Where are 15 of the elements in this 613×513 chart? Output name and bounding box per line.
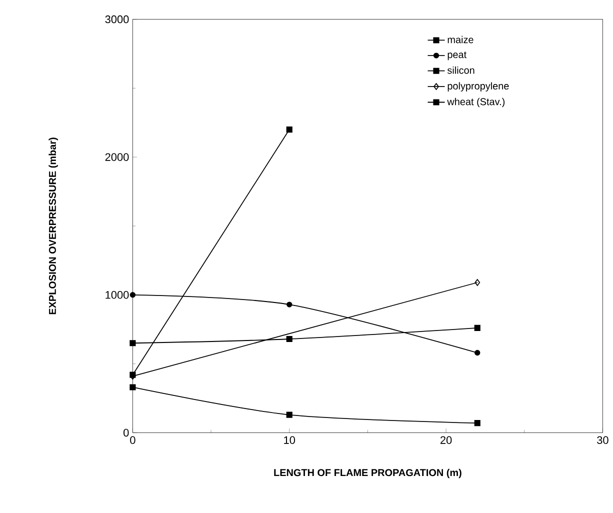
y-tick-label: 3000 [105, 15, 129, 24]
legend-label: silicon [447, 66, 474, 74]
y-tick-label: 0 [124, 428, 129, 437]
legend-label: maize [448, 36, 474, 44]
legend-label: wheat (Stav.) [447, 98, 505, 108]
x-tick-label: 0 [130, 436, 136, 444]
y-axis-title: EXPLOSION OVERPRESSURE (mbar) [48, 138, 58, 314]
x-tick-label: 30 [597, 436, 608, 444]
y-tick-label: 1000 [106, 291, 129, 299]
legend-label: polypropylene [448, 82, 509, 92]
x-tick-label: 20 [440, 436, 452, 444]
legend-label: peat [448, 52, 467, 60]
x-axis-title: LENGTH OF FLAME PROPAGATION (m) [274, 468, 462, 478]
x-tick-label: 10 [284, 436, 296, 444]
y-tick-label: 2000 [105, 153, 129, 161]
